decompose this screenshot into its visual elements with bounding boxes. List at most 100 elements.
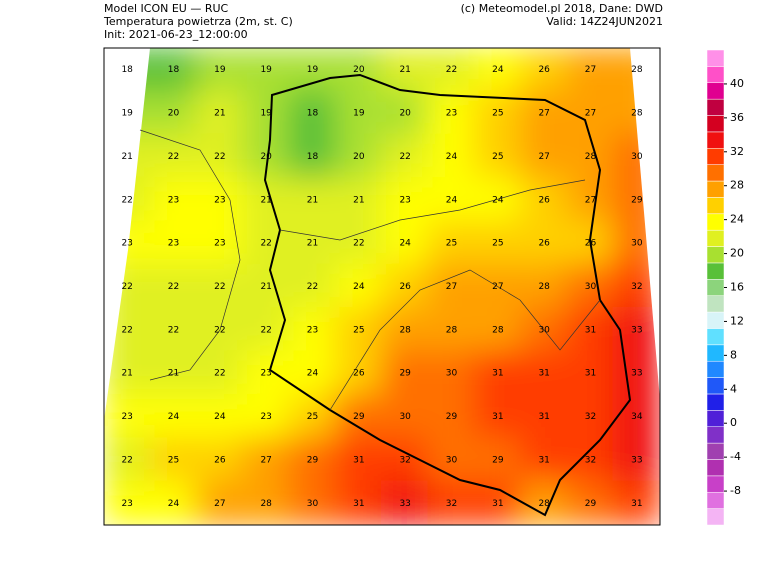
temperature-cell (427, 393, 476, 440)
colorbar-segment (706, 213, 725, 231)
temperature-cell (288, 90, 337, 136)
colorbar-tick-label: 32 (730, 145, 744, 158)
temperature-cell (195, 177, 244, 223)
temperature-label: 26 (585, 239, 597, 249)
temperature-label: 31 (585, 369, 596, 379)
temperature-cell (427, 480, 476, 525)
temperature-label: 27 (585, 195, 596, 205)
temperature-label: 18 (121, 65, 133, 75)
temperature-label: 26 (538, 65, 550, 75)
temperature-cell (520, 263, 569, 310)
temperature-label: 23 (214, 239, 225, 249)
temperature-cell (427, 133, 476, 180)
colorbar-segment (706, 131, 725, 149)
temperature-label: 28 (585, 152, 597, 162)
temperature-field (104, 48, 660, 525)
temperature-label: 22 (307, 282, 318, 292)
temperature-label: 25 (492, 152, 503, 162)
temperature-label: 21 (121, 369, 132, 379)
temperature-label: 21 (214, 109, 225, 119)
temperature-label: 27 (446, 282, 457, 292)
temperature-cell (381, 350, 430, 396)
colorbar-segment (706, 82, 725, 100)
temperature-cell (334, 133, 383, 180)
temperature-cell (520, 350, 569, 396)
temperature-label: 23 (214, 195, 225, 205)
temperature-cell (381, 393, 430, 440)
outside-projection (104, 48, 150, 420)
temperature-label: 23 (307, 325, 318, 335)
temperature-cell (612, 480, 660, 525)
colorbar-segment (706, 49, 725, 67)
temperature-label: 22 (121, 195, 132, 205)
temperature-cell (566, 437, 615, 483)
temperature-label: 23 (260, 369, 271, 379)
temperature-cell (242, 393, 291, 440)
model-title: Model ICON EU — RUC (104, 2, 229, 15)
temperature-label: 30 (585, 282, 597, 292)
colorbar-segment (706, 360, 725, 378)
temperature-label: 31 (492, 499, 503, 509)
temperature-cell (242, 220, 291, 266)
temperature-label: 22 (121, 325, 132, 335)
outside-projection (630, 48, 660, 400)
temperature-label: 28 (538, 499, 550, 509)
temperature-cell (520, 133, 569, 180)
temperature-cell (149, 177, 198, 223)
temperature-cell (149, 480, 198, 525)
temperature-label: 23 (168, 239, 179, 249)
temperature-label: 21 (121, 152, 132, 162)
temperature-label: 22 (260, 239, 271, 249)
temperature-cell (381, 133, 430, 180)
temperature-label: 22 (214, 282, 225, 292)
temperature-label: 22 (214, 152, 225, 162)
colorbar-segment (706, 164, 725, 182)
temperature-cell (104, 437, 152, 483)
temperature-label: 30 (307, 499, 319, 509)
temperature-cell (381, 177, 430, 223)
map-overlay (104, 48, 660, 517)
temperature-cell (566, 48, 615, 93)
colorbar-tick-label: 40 (730, 77, 744, 90)
temperature-label: 31 (585, 325, 596, 335)
temperature-cell (288, 133, 337, 180)
colorbar-segment (706, 229, 725, 247)
colorbar-segment (706, 311, 725, 329)
temperature-label: 27 (538, 152, 549, 162)
temperature-label: 25 (446, 239, 457, 249)
temperature-cell (427, 220, 476, 266)
init-time: Init: 2021-06-23_12:00:00 (104, 28, 248, 41)
map-frame (103, 47, 661, 526)
temperature-label: 31 (353, 455, 364, 465)
temperature-label: 20 (168, 109, 180, 119)
temperature-cell (566, 263, 615, 310)
temperature-cell (427, 350, 476, 396)
colorbar-segment (706, 410, 725, 427)
colorbar-segment (706, 180, 725, 198)
colorbar-segment (706, 66, 725, 84)
temperature-label: 22 (260, 325, 271, 335)
temperature-label: 32 (585, 455, 596, 465)
temperature-label: 24 (446, 152, 458, 162)
temperature-label: 22 (214, 325, 225, 335)
temperature-label: 21 (399, 65, 410, 75)
colorbar-tick-label: 28 (730, 179, 744, 192)
temperature-cell (149, 393, 198, 440)
temperature-label: 28 (631, 109, 643, 119)
temperature-cell (288, 393, 337, 440)
temperature-label: 32 (631, 282, 642, 292)
colorbar-tick-label: 0 (730, 416, 737, 429)
temperature-label: 33 (631, 369, 642, 379)
temperature-cell (381, 263, 430, 310)
temperature-label: 21 (260, 282, 271, 292)
colorbar-segment (706, 197, 725, 215)
colorbar-tick-label: -8 (730, 484, 741, 497)
temperature-label: 29 (399, 369, 411, 379)
temperature-label: 22 (168, 282, 179, 292)
temperature-label: 24 (214, 412, 226, 422)
temperature-cell (612, 350, 660, 396)
temperature-label: 22 (214, 369, 225, 379)
temperature-label: 31 (492, 412, 503, 422)
temperature-label: 26 (353, 369, 365, 379)
